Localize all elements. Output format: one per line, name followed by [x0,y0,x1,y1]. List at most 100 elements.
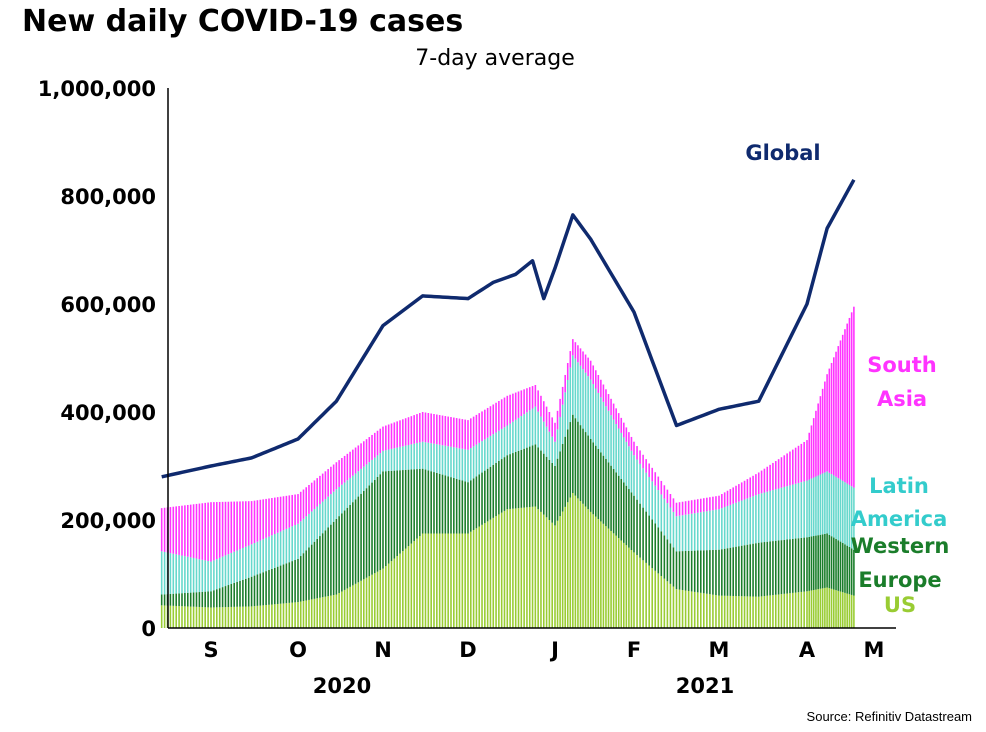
bar-segment-western-europe [195,592,198,607]
bar-segment-western-europe [579,425,582,502]
bar-segment-latin-america [617,428,620,476]
bar-segment-latin-america [492,434,495,465]
bar-segment-us [523,507,525,628]
bar-segment-south-asia [489,406,492,436]
series-label-latin-america-2: America [851,507,948,531]
bar-segment-latin-america [288,527,291,563]
bar-segment-us [526,507,528,628]
y-tick-label: 200,000 [60,509,156,533]
bar-segment-western-europe [806,537,808,592]
bar-segment-western-europe [584,432,587,507]
bar-segment-us [520,507,523,628]
bar-segment-western-europe [343,510,346,590]
bar-segment-us [743,596,746,628]
bar-segment-us [666,581,669,628]
bar-segment-western-europe [495,462,497,517]
bar-segment-latin-america [354,473,357,500]
bar-segment-south-asia [623,422,625,438]
bar-segment-us [349,586,351,628]
bar-segment-western-europe [321,533,324,598]
bar-segment-western-europe [373,479,376,574]
bar-segment-south-asia [600,379,602,398]
bar-segment-western-europe [458,479,461,534]
bar-segment-south-asia [308,484,310,514]
bar-segment-south-asia [630,436,633,451]
bar-segment-latin-america [376,455,379,477]
bar-segment-western-europe [492,464,495,518]
bar-segment-western-europe [597,449,600,520]
bar-segment-latin-america [441,445,444,475]
bar-segment-south-asia [343,455,346,483]
bar-segment-south-asia [224,501,227,556]
bar-segment-latin-america [503,427,506,458]
bar-segment-western-europe [291,561,293,603]
bar-segment-latin-america [368,462,371,486]
bar-segment-us [207,607,209,628]
bar-segment-us [537,509,539,628]
bar-segment-latin-america [316,506,318,539]
bar-segment-us [470,531,472,628]
bar-segment-us [399,553,401,628]
bar-segment-us [256,605,259,628]
bar-segment-south-asia [605,389,607,407]
bar-segment-south-asia [687,500,690,515]
bar-segment-western-europe [253,575,256,607]
bar-segment-south-asia [492,404,495,435]
bar-segment-us [794,592,797,628]
bar-segment-south-asia [594,370,597,389]
bar-segment-us [687,590,690,628]
bar-segment-western-europe [786,539,788,594]
bar-segment-us [853,595,855,628]
bar-segment-south-asia [433,414,435,444]
bar-segment-western-europe [837,540,840,591]
bar-segment-western-europe [746,544,749,597]
bar-segment-us [735,596,737,628]
bar-segment-western-europe [419,468,421,536]
bar-segment-south-asia [245,501,247,547]
bar-segment-south-asia [265,498,267,538]
bar-segment-latin-america [594,388,597,446]
bar-segment-south-asia [382,426,384,451]
bar-segment-us [766,595,769,628]
bar-segment-western-europe [453,477,455,534]
bar-segment-south-asia [675,502,678,517]
bar-segment-south-asia [291,494,293,527]
year-label-2021: 2021 [676,674,734,698]
bar-segment-western-europe [379,474,382,571]
bar-segment-latin-america [427,442,430,471]
bar-segment-us [187,606,189,628]
bar-segment-latin-america [349,477,351,505]
bar-segment-us [382,568,384,628]
bar-segment-western-europe [815,535,817,590]
bar-segment-us [726,595,729,628]
bar-segment-us [696,592,699,628]
bar-segment-us [772,595,774,628]
bar-segment-us [478,526,481,628]
bar-segment-latin-america [572,355,574,415]
bar-segment-south-asia [806,440,808,481]
bar-segment-latin-america [282,530,285,565]
bar-segment-western-europe [503,457,506,511]
bar-segment-latin-america [605,406,607,460]
bar-segment-western-europe [537,447,539,510]
bar-segment-south-asia [769,464,771,491]
bar-segment-south-asia [349,451,351,478]
bar-segment-south-asia [602,384,605,402]
bar-segment-us [373,573,376,628]
bar-segment-western-europe [605,459,607,527]
bar-segment-south-asia [721,494,723,509]
bar-segment-latin-america [636,459,638,500]
bar-segment-south-asia [302,489,305,519]
bar-segment-south-asia [808,432,811,480]
bar-segment-us [338,593,340,628]
bar-segment-latin-america [554,441,556,466]
bar-segment-western-europe [617,475,620,539]
bar-segment-western-europe [262,572,264,606]
bar-segment-western-europe [224,586,227,608]
bar-segment-western-europe [297,558,299,603]
bar-segment-south-asia [368,437,371,463]
bar-segment-latin-america [514,419,517,452]
bar-segment-western-europe [201,591,204,608]
bar-segment-us [288,602,291,628]
bar-segment-south-asia [520,390,523,417]
